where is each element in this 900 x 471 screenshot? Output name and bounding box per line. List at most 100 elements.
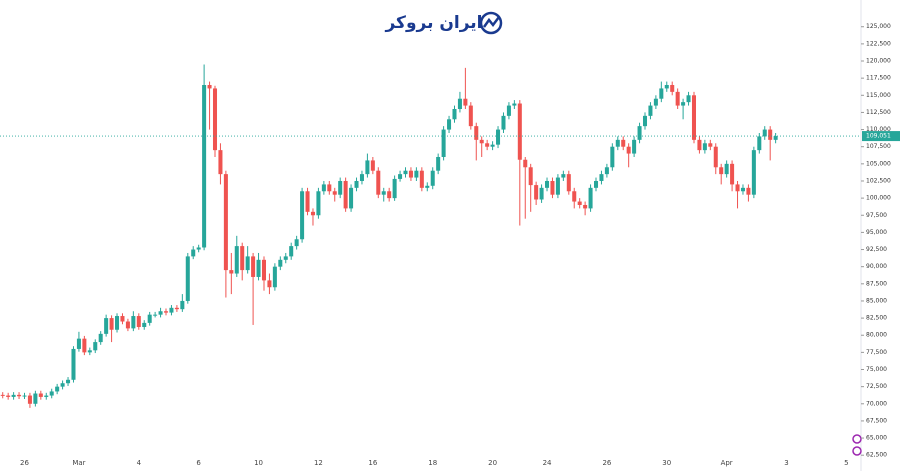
candle-body xyxy=(60,383,65,387)
logo-icon xyxy=(479,11,503,35)
candle-body xyxy=(436,156,441,171)
y-tick-label: 115,000 xyxy=(866,92,891,99)
candle-body xyxy=(762,129,767,137)
candle-body xyxy=(33,393,38,404)
candle-body xyxy=(593,180,599,188)
candle-body xyxy=(354,180,359,188)
candle-body xyxy=(6,395,11,397)
candle-body xyxy=(398,174,403,179)
candle-body xyxy=(414,170,419,178)
candle-body xyxy=(702,143,707,151)
candle-body xyxy=(430,170,435,186)
candle-body xyxy=(278,259,283,267)
x-tick-label: 16 xyxy=(368,459,377,467)
x-tick-label: 18 xyxy=(428,459,437,467)
candle-body xyxy=(572,191,577,202)
current-price-badge xyxy=(862,131,900,142)
candle-body xyxy=(272,266,277,288)
candle-body xyxy=(621,139,626,147)
candle-body xyxy=(474,126,479,140)
candle-body xyxy=(708,143,713,147)
candle-body xyxy=(11,394,16,397)
candle-body xyxy=(349,187,354,209)
candle-body xyxy=(93,342,98,351)
candle-body xyxy=(256,259,261,277)
candle-body xyxy=(223,174,228,271)
candle-body xyxy=(163,311,169,313)
candle-body xyxy=(300,191,305,240)
x-tick-label: 4 xyxy=(137,459,142,467)
candle-body xyxy=(773,136,778,140)
candle-body xyxy=(653,98,658,106)
candle-body xyxy=(441,129,446,157)
y-tick-label: 67,500 xyxy=(866,417,887,424)
candle-body xyxy=(381,191,386,195)
candle-body xyxy=(338,180,343,195)
y-tick-label: 87,500 xyxy=(866,280,887,287)
y-tick-label: 75,000 xyxy=(866,366,887,373)
candle-body xyxy=(218,150,223,175)
candle-body xyxy=(392,178,397,199)
candle-body xyxy=(212,88,218,151)
event-icon xyxy=(852,446,862,456)
candle-body xyxy=(136,316,141,328)
candle-body xyxy=(294,239,299,247)
y-tick-label: 112,500 xyxy=(866,109,891,116)
y-tick-label: 120,000 xyxy=(866,58,891,65)
candle-body xyxy=(327,184,332,192)
candle-body xyxy=(768,129,773,140)
candle-body xyxy=(169,307,174,313)
candle-body xyxy=(185,256,190,301)
candle-body xyxy=(0,394,5,396)
candle-body xyxy=(196,247,201,250)
y-tick-label: 90,000 xyxy=(866,263,887,270)
candle-body xyxy=(555,177,560,195)
y-tick-label: 110,000 xyxy=(866,126,891,133)
candle-body xyxy=(49,391,54,396)
candle-body xyxy=(577,201,582,205)
x-tick-label: 26 xyxy=(602,459,611,467)
candle-body xyxy=(321,184,326,192)
candle-body xyxy=(82,338,87,353)
y-tick-label: 85,000 xyxy=(866,297,887,304)
y-tick-label: 107,500 xyxy=(866,143,891,150)
candle-body xyxy=(681,102,686,106)
y-tick-label: 122,500 xyxy=(866,40,891,47)
y-tick-label: 97,500 xyxy=(866,212,887,219)
candle-body xyxy=(730,163,735,185)
candle-body xyxy=(174,307,179,310)
candle-body xyxy=(615,139,620,147)
x-tick-label: 30 xyxy=(662,459,671,467)
candle-body xyxy=(387,191,392,199)
candle-body xyxy=(202,85,207,248)
candle-body xyxy=(98,333,103,343)
candle-body xyxy=(267,280,272,288)
candle-body xyxy=(517,103,522,160)
candle-body xyxy=(740,187,745,192)
candle-body xyxy=(512,103,517,106)
candle-body xyxy=(229,270,234,274)
candle-body xyxy=(289,246,294,257)
x-tick-label: 26 xyxy=(20,459,29,467)
candle-body xyxy=(55,386,60,392)
candle-body xyxy=(583,204,588,209)
candle-body xyxy=(691,95,697,140)
candle-body xyxy=(370,160,375,171)
candle-body xyxy=(724,163,729,175)
event-icon xyxy=(852,434,862,444)
candle-body xyxy=(588,187,593,209)
candle-body xyxy=(125,321,130,329)
candle-body xyxy=(22,395,27,397)
candle-body xyxy=(240,246,245,271)
candle-body xyxy=(142,322,147,328)
candle-body xyxy=(485,143,490,147)
candle-body xyxy=(245,256,250,271)
candle-body xyxy=(626,146,631,154)
candle-body xyxy=(746,187,751,195)
y-tick-label: 95,000 xyxy=(866,229,887,236)
candle-body xyxy=(610,146,615,168)
candle-body xyxy=(447,119,452,130)
y-tick-label: 65,000 xyxy=(866,435,887,442)
candle-body xyxy=(501,115,506,130)
